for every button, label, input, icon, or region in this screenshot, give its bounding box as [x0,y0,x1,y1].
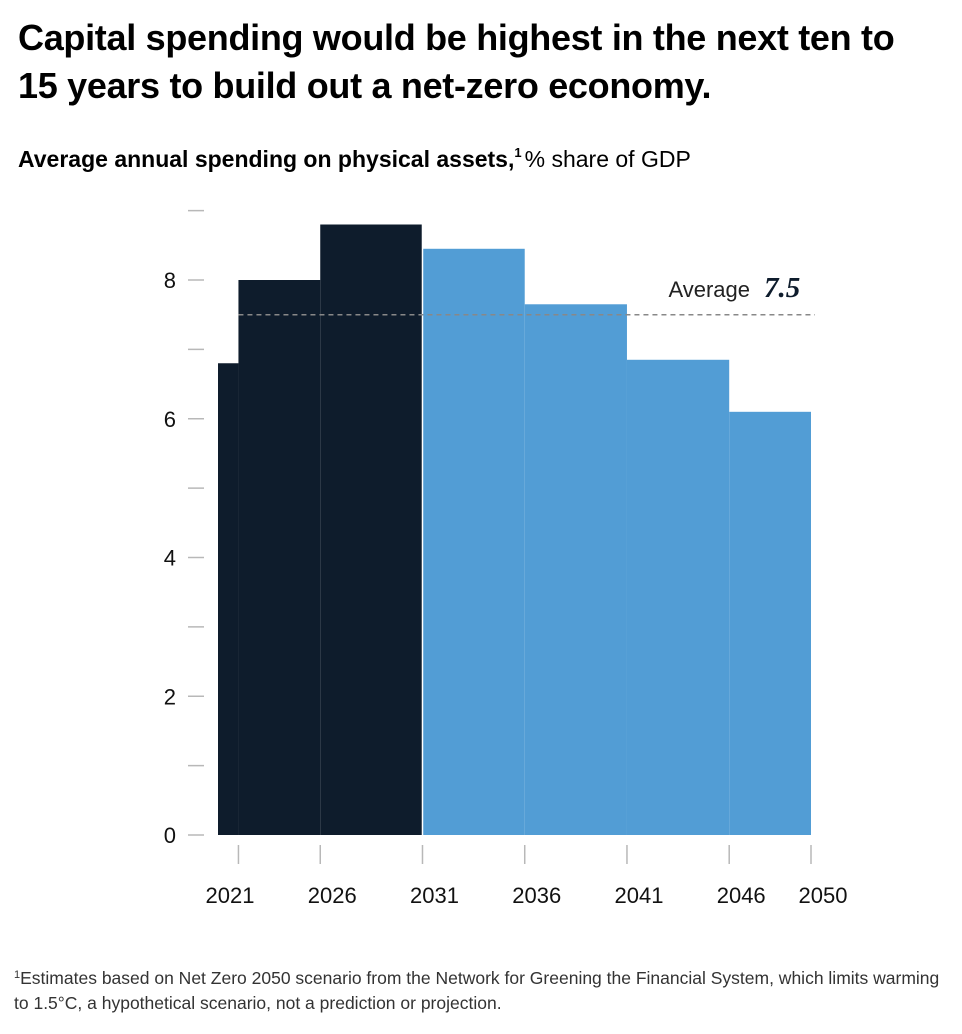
footnote: 1Estimates based on Net Zero 2050 scenar… [14,963,949,1016]
historical-bar [320,224,423,835]
x-tick-label: 2050 [799,883,848,908]
chart-title: Capital spending would be highest in the… [18,17,895,106]
historical-bar [238,280,321,835]
subtitle-unit: % share of GDP [524,146,691,172]
chart-subtitle: Average annual spending on physical asse… [18,137,691,175]
projected-bar [524,304,627,835]
footnote-text: Estimates based on Net Zero 2050 scenari… [14,968,940,1013]
x-tick-label: 2041 [614,883,663,908]
historical-bar [218,363,239,835]
average-label: Average [668,277,750,302]
spending-chart: 0 2 4 6 8 2021 2026 2031 2036 2041 2046 2050 Average… [164,209,848,908]
projected-bar [626,359,730,835]
x-tick-label: 2036 [512,883,561,908]
projected-bar [422,248,525,835]
projected-bar [729,411,811,835]
subtitle-main: Average annual spending on physical asse… [18,146,515,172]
y-tick-label: 8 [164,268,176,293]
y-tick-label: 6 [164,407,176,432]
y-tick-label: 2 [164,684,176,709]
x-tick-label: 2046 [717,883,766,908]
footnote-mark: 1 [14,969,21,981]
x-tick-label: 2021 [206,883,255,908]
y-tick-label: 4 [164,546,176,571]
subtitle-footnote-mark: 1 [514,145,522,160]
y-tick-label: 0 [164,823,176,848]
x-tick-label: 2026 [308,883,357,908]
average-value: 7.5 [764,272,800,304]
x-tick-label: 2031 [410,883,459,908]
